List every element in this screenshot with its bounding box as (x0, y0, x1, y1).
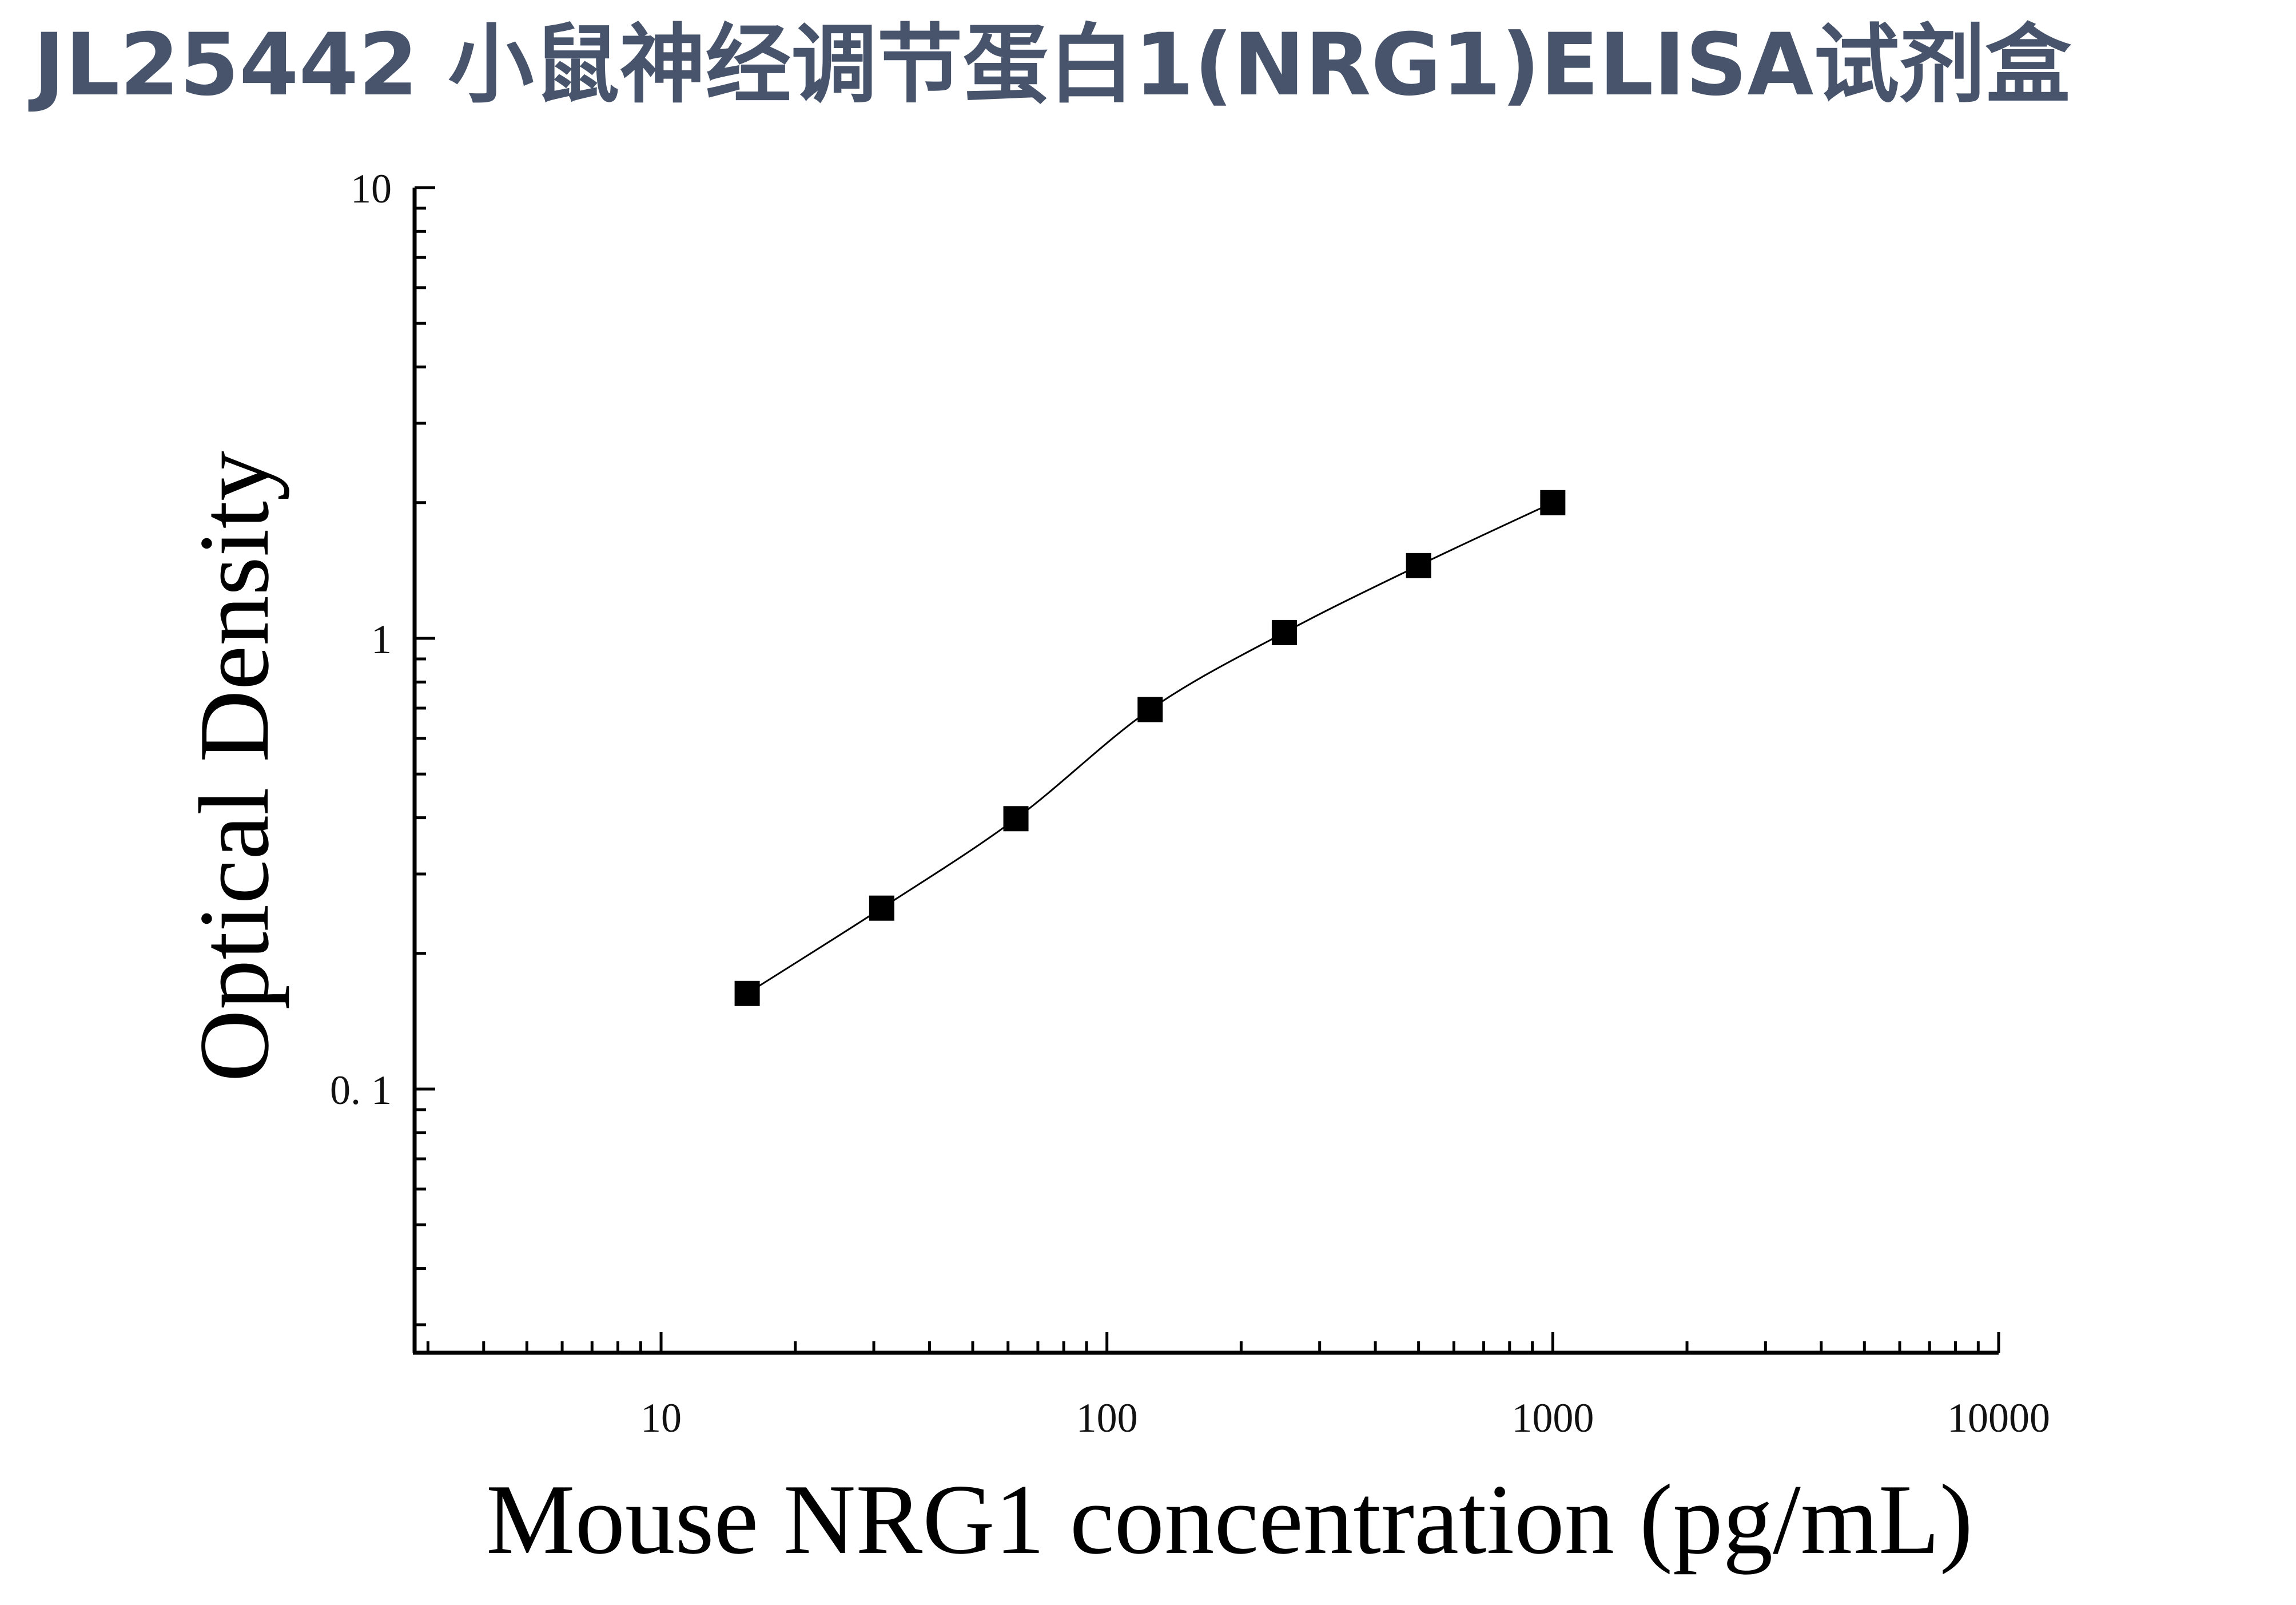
x-tick-label: 1000 (1511, 1395, 1594, 1441)
y-axis-title: Optical Density (178, 451, 289, 1082)
tick-marks (415, 186, 2000, 1353)
data-point (1406, 553, 1431, 578)
x-axis-title: Mouse NRG1 concentration (pg/mL) (486, 1464, 1973, 1575)
x-tick-label: 100 (1076, 1395, 1138, 1441)
y-tick-label: 1 (371, 617, 392, 662)
data-point (1540, 490, 1566, 515)
data-point (1003, 806, 1029, 832)
data-point (734, 980, 760, 1006)
x-tick-label: 10000 (1947, 1395, 2050, 1441)
y-tick-label: 0. 1 (330, 1067, 392, 1113)
tick-labels: 10 100 1000 10000 0. 1 1 10 (330, 166, 2050, 1441)
data-point (869, 895, 894, 921)
page-title: JL25442 小鼠神经调节蛋白1(NRG1)ELISA试剂盒 (33, 15, 2071, 115)
data-points (734, 490, 1566, 1006)
fit-curve-layer (746, 502, 1553, 995)
y-tick-label: 10 (351, 166, 392, 212)
x-tick-label: 10 (640, 1395, 682, 1441)
fit-curve (746, 502, 1553, 995)
data-point (1271, 619, 1297, 645)
data-point (1137, 697, 1163, 722)
axes (412, 188, 1999, 1355)
